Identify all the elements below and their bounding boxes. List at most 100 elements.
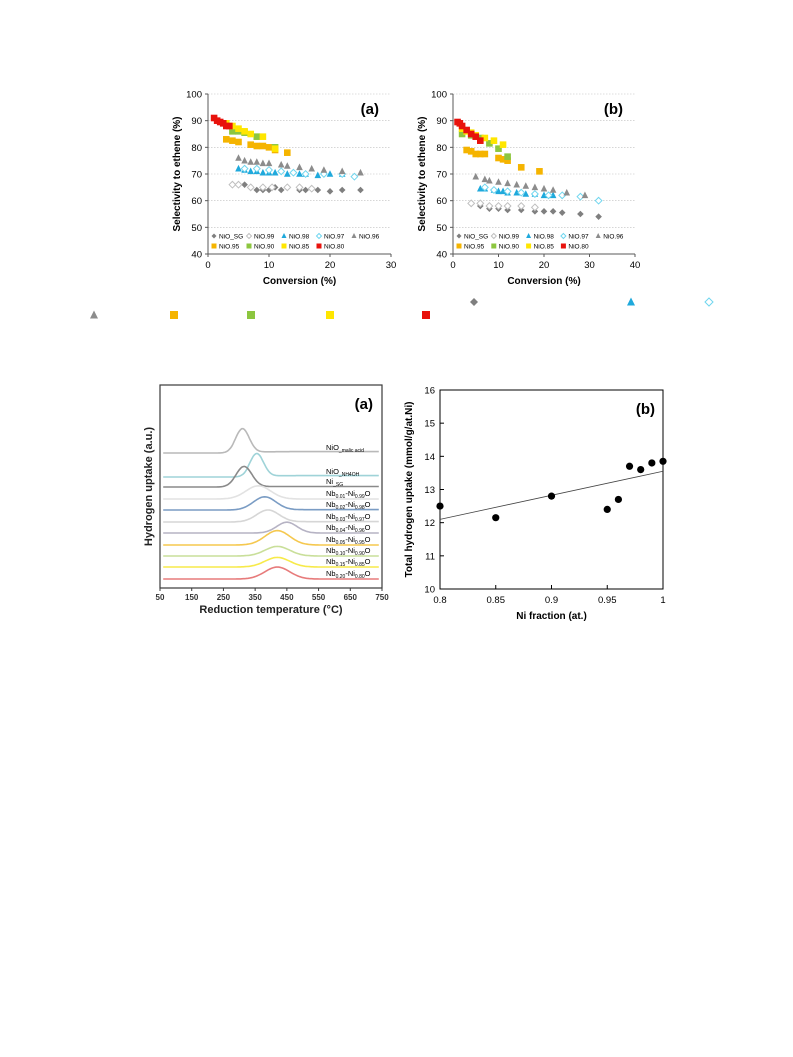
label-main: Ni	[326, 477, 333, 486]
data-point	[486, 140, 493, 147]
data-point	[648, 459, 656, 467]
data-point	[253, 133, 261, 140]
data-point	[241, 156, 248, 164]
label-end: O	[365, 512, 371, 521]
data-point	[277, 167, 286, 176]
y-tick-label: 60	[436, 196, 447, 207]
stray-marker	[470, 298, 478, 306]
label-sub2: 0.90	[355, 551, 365, 557]
x-tick-label: 450	[280, 593, 294, 602]
legend-label: NiO.96	[603, 234, 624, 241]
label-main: NiO	[326, 443, 339, 452]
label-sub: 0.03	[336, 517, 346, 523]
stray-legend-markers	[90, 297, 714, 319]
x-tick-label: 650	[344, 593, 358, 602]
data-point	[229, 128, 236, 135]
data-point	[477, 150, 484, 158]
stray-marker	[170, 311, 178, 319]
legend-label: NiO.80	[324, 244, 345, 251]
data-point	[530, 189, 539, 199]
x-tick-label: 0	[450, 260, 455, 271]
panel-label: (b)	[636, 401, 655, 418]
data-point	[314, 186, 322, 194]
plot-frame	[439, 389, 664, 590]
label-main: Nb	[326, 557, 336, 566]
label-sub: _SG	[332, 482, 343, 488]
data-point	[458, 130, 466, 138]
data-point	[463, 146, 470, 154]
label-main: Nb	[326, 512, 336, 521]
data-point	[289, 168, 298, 177]
data-point	[486, 176, 493, 184]
label-end: O	[365, 557, 371, 566]
y-axis-label: Hydrogen uptake (a.u.)	[143, 427, 155, 547]
legend-label: NiO.85	[534, 244, 555, 251]
data-point	[477, 137, 484, 144]
legend-marker	[246, 243, 252, 249]
y-tick-label: 11	[425, 551, 435, 562]
tpr-curve	[163, 545, 379, 557]
legend-label: NiO.99	[254, 234, 275, 241]
tpr-curve	[163, 452, 379, 478]
tpr-chart: NiO_malic acidNiO_NH4OHNi_SGNb0.01-Ni0.9…	[143, 384, 389, 616]
selectivity-chart-a: 40 50 60 70 80 90 100 0 10 20 30 Conversion (%) Sele…	[172, 90, 396, 288]
data-point	[485, 201, 494, 211]
data-point	[467, 199, 476, 208]
label-tail: -Ni	[345, 489, 355, 498]
label-main: NiO	[326, 467, 339, 476]
data-point	[277, 186, 285, 194]
hydrogen-uptake-chart: 10 11 12 13 14 15 16 0.8 0.85 0.9 0.95 1 Ni fraction…	[404, 386, 667, 622]
data-point	[296, 163, 303, 171]
data-point	[481, 150, 489, 158]
data-point	[247, 167, 254, 175]
y-axis-label: Total hydrogen uptake (mmol/g/at.Ni)	[404, 402, 415, 578]
data-point	[504, 179, 511, 187]
legend-marker	[281, 243, 287, 249]
data-point	[307, 184, 316, 193]
label-tail: -Ni	[345, 500, 355, 509]
tpr-curve	[163, 427, 379, 454]
data-point	[477, 184, 484, 192]
data-point	[247, 141, 254, 148]
data-point	[536, 168, 543, 175]
data-point	[235, 138, 242, 146]
legend-marker	[211, 233, 217, 239]
data-point	[481, 134, 489, 142]
data-point	[494, 201, 503, 211]
data-point	[228, 180, 237, 189]
y-tick-label: 100	[431, 90, 447, 101]
x-tick-label: 1	[660, 595, 665, 606]
data-point	[338, 167, 346, 175]
data-point	[492, 514, 500, 522]
data-point	[540, 191, 548, 199]
data-point	[247, 130, 254, 138]
label-sub: 0.01	[336, 494, 346, 500]
data-point	[472, 150, 480, 158]
data-point	[284, 170, 291, 177]
label-end: O	[365, 500, 371, 509]
data-point	[240, 164, 249, 173]
data-point	[265, 159, 273, 167]
data-point	[558, 209, 566, 216]
legend-marker	[526, 243, 532, 249]
x-tick-label: 10	[493, 260, 504, 271]
y-tick-label: 90	[436, 116, 447, 127]
data-point	[563, 188, 571, 196]
data-point	[234, 180, 243, 189]
data-point	[223, 136, 230, 143]
x-tick-label: 40	[630, 260, 641, 271]
label-sub2: 0.96	[355, 528, 365, 534]
data-point	[504, 153, 511, 160]
data-point	[436, 502, 444, 510]
label-sub2: 0.80	[355, 574, 365, 580]
x-tick-label: 0	[205, 260, 210, 271]
x-tick-label: 0.85	[487, 595, 506, 606]
legend-marker	[560, 243, 566, 249]
data-point	[458, 122, 466, 130]
label-main: Nb	[326, 535, 336, 544]
x-tick-label: 30	[386, 260, 397, 271]
legend-label: NiO.96	[359, 234, 380, 241]
y-tick-label: 10	[424, 585, 435, 596]
legend-marker	[316, 243, 322, 249]
data-point	[495, 178, 502, 185]
